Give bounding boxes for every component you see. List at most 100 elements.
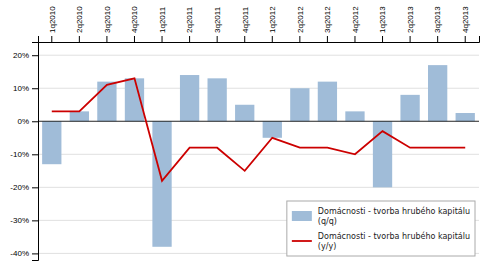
x-tick: 1q2012 bbox=[268, 6, 277, 42]
legend-frame bbox=[287, 201, 475, 256]
y-tick-label: 20% bbox=[13, 51, 29, 60]
y-tick: 20% bbox=[13, 51, 38, 60]
x-tick: 1q2010 bbox=[48, 6, 57, 42]
y-tick-label: -10% bbox=[10, 150, 29, 159]
chart: -40% -30% -20% -10% 0% 10% 20% 1q2010 2q2010 3q20… bbox=[0, 0, 487, 266]
legend-label: Domácnosti - tvorba hrubého kapitálu(y/y… bbox=[318, 231, 470, 251]
bar bbox=[235, 105, 254, 122]
y-tick-label: -40% bbox=[10, 249, 29, 258]
x-tick-mark bbox=[437, 36, 438, 42]
y-tick: 10% bbox=[13, 84, 38, 93]
bar bbox=[400, 95, 419, 121]
bar bbox=[456, 113, 475, 121]
y-tick: -10% bbox=[10, 150, 38, 159]
x-tick-label: 2q2012 bbox=[296, 6, 305, 33]
x-tick-mark bbox=[354, 36, 355, 42]
x-tick: 4q2012 bbox=[351, 6, 360, 42]
grid-line bbox=[38, 121, 479, 122]
x-tick-mark bbox=[244, 36, 245, 42]
y-axis: -40% -30% -20% -10% 0% 10% 20% bbox=[10, 43, 38, 261]
x-tick-label: 1q2013 bbox=[378, 6, 387, 33]
y-tick: -40% bbox=[10, 249, 38, 258]
x-tick: 1q2013 bbox=[378, 6, 387, 42]
x-tick-mark bbox=[217, 36, 218, 42]
y-tick-mark bbox=[32, 187, 38, 188]
bar bbox=[180, 75, 199, 121]
legend-swatch bbox=[292, 240, 312, 242]
y-tick-label: -20% bbox=[10, 183, 29, 192]
legend-label: Domácnosti - tvorba hrubého kapitálu(q/q… bbox=[318, 206, 470, 226]
x-tick: 2q2011 bbox=[185, 6, 194, 42]
bar bbox=[125, 78, 144, 121]
x-tick-label: 1q2011 bbox=[158, 6, 167, 33]
plot: -40% -30% -20% -10% 0% 10% 20% 1q2010 2q2010 3q20… bbox=[10, 6, 479, 261]
y-tick-mark bbox=[32, 253, 38, 254]
y-tick: -30% bbox=[10, 216, 38, 225]
x-tick: 3q2011 bbox=[213, 6, 222, 42]
x-tick: 4q2011 bbox=[241, 6, 250, 42]
y-tick-mark bbox=[32, 55, 38, 56]
legend-swatch bbox=[292, 211, 312, 221]
x-tick: 3q2010 bbox=[103, 6, 112, 42]
x-tick-mark bbox=[299, 36, 300, 42]
x-tick-label: 4q2010 bbox=[130, 6, 139, 33]
x-tick-label: 1q2010 bbox=[48, 6, 57, 33]
bar bbox=[152, 121, 171, 247]
zero-line bbox=[38, 121, 479, 122]
x-tick-mark bbox=[189, 36, 190, 42]
bar bbox=[290, 88, 309, 121]
y-tick: -20% bbox=[10, 183, 38, 192]
x-tick: 3q2012 bbox=[323, 6, 332, 42]
y-axis-line bbox=[32, 43, 39, 261]
bar bbox=[42, 121, 61, 164]
x-tick-label: 4q2013 bbox=[461, 6, 470, 33]
bar bbox=[263, 121, 282, 138]
x-tick-mark bbox=[51, 36, 52, 42]
x-tick: 2q2010 bbox=[75, 6, 84, 42]
bar bbox=[345, 111, 364, 121]
y-tick-label: 10% bbox=[13, 84, 29, 93]
bar bbox=[70, 111, 89, 121]
legend-entry: Domácnosti - tvorba hrubého kapitálu(q/q… bbox=[292, 206, 470, 226]
x-tick-label: 2q2011 bbox=[185, 6, 194, 33]
y-tick: 0% bbox=[17, 117, 38, 126]
x-tick-label: 1q2012 bbox=[268, 6, 277, 33]
bar bbox=[208, 78, 227, 121]
x-tick-label: 4q2012 bbox=[351, 6, 360, 33]
line bbox=[52, 78, 465, 180]
x-tick: 3q2013 bbox=[433, 6, 442, 42]
x-tick-mark bbox=[382, 36, 383, 42]
bar bbox=[97, 82, 116, 122]
x-axis: 1q2010 2q2010 3q2010 4q2010 1q2011 2q2011 3q20… bbox=[39, 6, 480, 43]
x-tick: 2q2013 bbox=[406, 6, 415, 42]
x-tick-mark bbox=[134, 36, 135, 42]
legend: Domácnosti - tvorba hrubého kapitálu(q/q… bbox=[287, 201, 475, 256]
x-tick-label: 2q2013 bbox=[406, 6, 415, 33]
x-tick-mark bbox=[465, 36, 466, 42]
y-tick-label: -30% bbox=[10, 216, 29, 225]
x-tick-mark bbox=[410, 36, 411, 42]
x-tick-label: 3q2012 bbox=[323, 6, 332, 33]
x-tick: 4q2013 bbox=[461, 6, 470, 42]
bar bbox=[318, 82, 337, 122]
x-tick-label: 3q2010 bbox=[103, 6, 112, 33]
y-tick-mark bbox=[32, 88, 38, 89]
x-tick-label: 3q2011 bbox=[213, 6, 222, 33]
x-tick: 4q2010 bbox=[130, 6, 139, 42]
y-tick-mark bbox=[32, 220, 38, 221]
x-tick-mark bbox=[272, 36, 273, 42]
x-tick-mark bbox=[327, 36, 328, 42]
x-tick-mark bbox=[79, 36, 80, 42]
y-tick-mark bbox=[32, 121, 38, 122]
x-tick-label: 4q2011 bbox=[241, 6, 250, 33]
x-tick-label: 3q2013 bbox=[433, 6, 442, 33]
x-tick: 2q2012 bbox=[296, 6, 305, 42]
x-tick-label: 2q2010 bbox=[75, 6, 84, 33]
y-tick-label: 0% bbox=[17, 117, 29, 126]
x-tick: 1q2011 bbox=[158, 6, 167, 42]
x-tick-mark bbox=[162, 36, 163, 42]
legend-entry: Domácnosti - tvorba hrubého kapitálu(y/y… bbox=[292, 231, 470, 251]
y-tick-mark bbox=[32, 154, 38, 155]
bar bbox=[428, 65, 447, 121]
x-tick-mark bbox=[106, 36, 107, 42]
